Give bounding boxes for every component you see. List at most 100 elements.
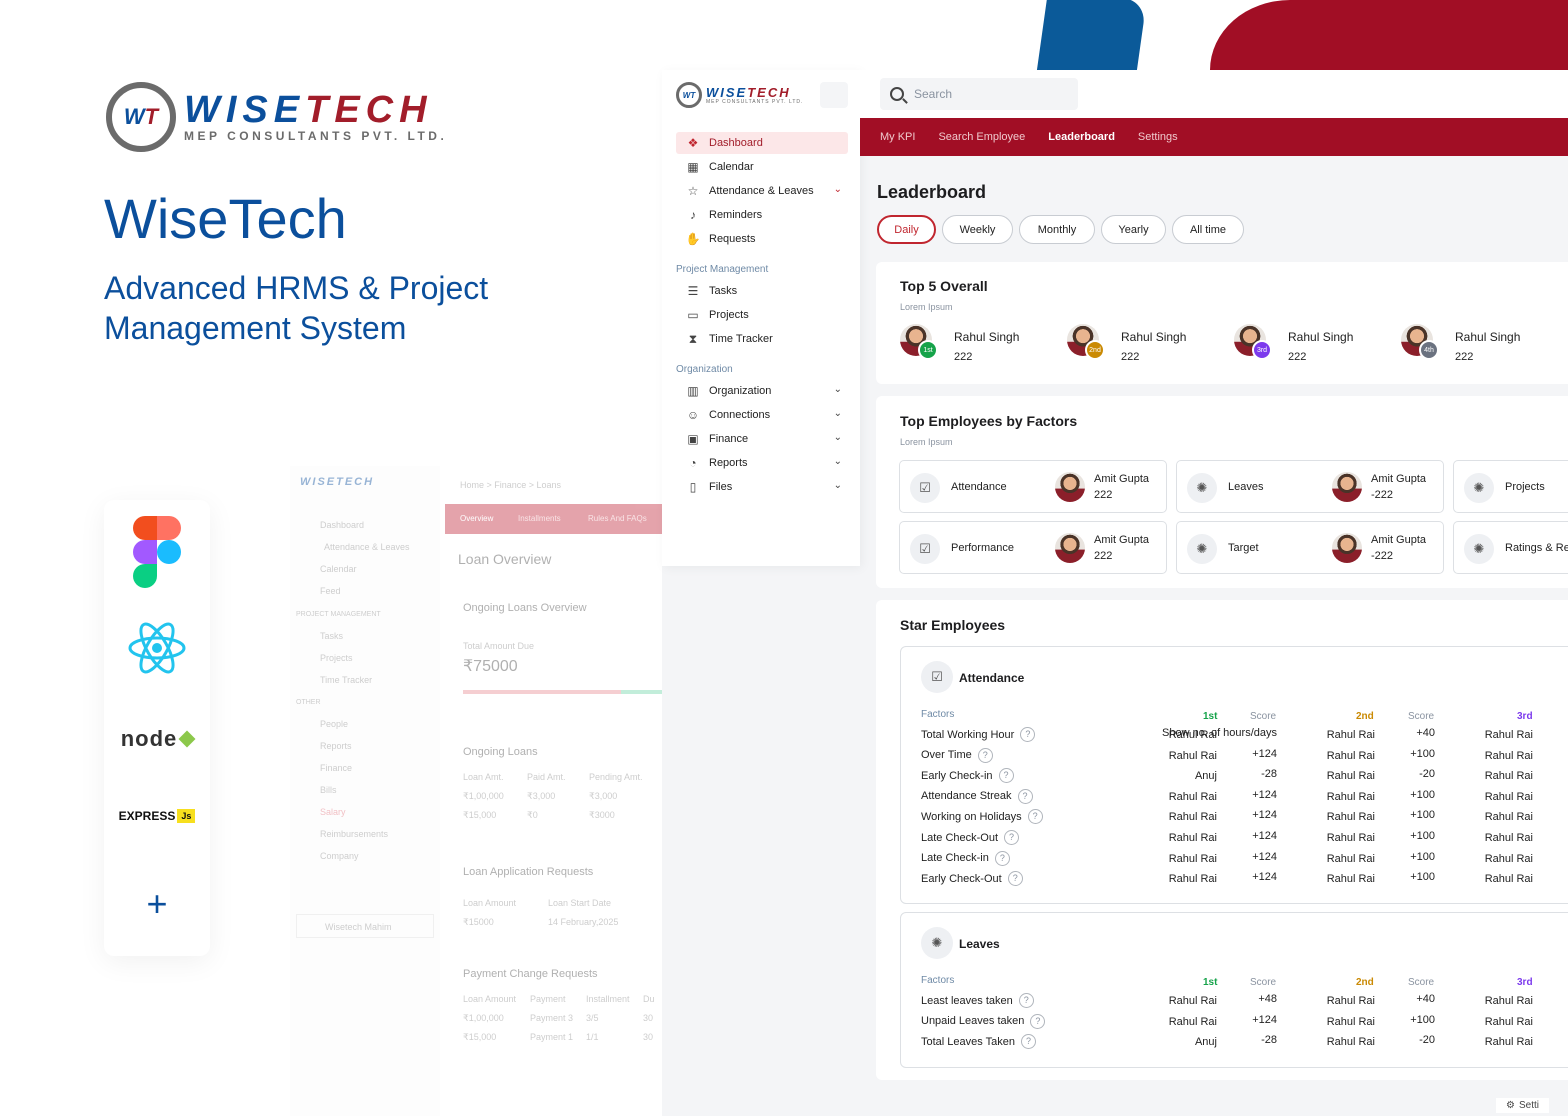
sidebar-item-reminders[interactable]: ♪ Reminders: [676, 204, 848, 226]
help-icon[interactable]: ?: [1027, 809, 1043, 825]
factor-label: Attendance: [951, 481, 1007, 493]
faded-card: Loan Application Requests Loan Amount Lo…: [445, 850, 662, 940]
factor-label: Attendance Streak: [921, 790, 1012, 803]
help-icon[interactable]: ?: [1030, 1013, 1046, 1029]
sidebar-item-attendance[interactable]: ☆ Attendance & Leaves ⌄: [676, 180, 848, 202]
chevron-down-icon[interactable]: ⌄: [833, 480, 842, 491]
first-place-name: Rahul Rai: [1168, 873, 1217, 886]
factor-name: Attendance Streak?: [921, 788, 1033, 804]
node-label: node: [120, 726, 178, 751]
sidebar-item-finance[interactable]: ▣ Finance ⌄: [676, 428, 848, 450]
top5-subtitle: Lorem Ipsum: [900, 302, 953, 312]
first-place-name: Rahul Rai: [1168, 811, 1217, 824]
second-place-score: +40: [1416, 727, 1435, 739]
help-icon[interactable]: ?: [1007, 871, 1023, 887]
faded-nav-item: Reimbursements: [320, 829, 389, 839]
deco-blue-shape: [1036, 0, 1148, 70]
faded-td: ₹15000: [463, 917, 494, 927]
help-icon[interactable]: ?: [1004, 830, 1020, 845]
sidebar-item-tasks[interactable]: ☰ Tasks: [676, 280, 848, 302]
faded-td: ₹1,00,000: [463, 791, 504, 801]
period-monthly[interactable]: Monthly: [1019, 215, 1095, 244]
nav-search-employee[interactable]: Search Employee: [938, 131, 1026, 143]
chevron-down-icon[interactable]: ⌄: [833, 408, 842, 419]
settings-tab[interactable]: ⚙ Setti: [1496, 1098, 1549, 1113]
factor-top-name: Amit Gupta: [1094, 473, 1150, 485]
plus-icon[interactable]: +: [146, 883, 168, 924]
nav-settings[interactable]: Settings: [1137, 131, 1178, 143]
gear-icon: ⚙: [1506, 1100, 1515, 1111]
col-score: Score: [1250, 977, 1277, 988]
sidebar-item-label: Calendar: [709, 161, 754, 173]
factor-name: Late Check-in?: [921, 850, 1010, 866]
logo-mark-icon: WT: [676, 82, 702, 108]
sidebar-item-requests[interactable]: ✋ Requests: [676, 228, 848, 250]
topbar: Search: [860, 70, 1568, 118]
factor-card-projects[interactable]: ✺ Projects: [1453, 460, 1568, 513]
factor-card-performance[interactable]: ☑ Performance Amit Gupta 222: [899, 521, 1167, 574]
faded-sidebar: WISETECH Dashboard Attendance & Leaves C…: [290, 466, 440, 1116]
faded-card: Ongoing Loans Loan Amt. Paid Amt. Pendin…: [445, 730, 662, 830]
factor-card-leaves[interactable]: ✺ Leaves Amit Gupta -222: [1176, 460, 1444, 513]
factor-name: Least leaves taken?: [921, 993, 1034, 1008]
sidebar-item-calendar[interactable]: ▦ Calendar: [676, 156, 848, 178]
first-place-score: +124: [1252, 1013, 1277, 1026]
faded-tab: Rules And FAQs: [588, 514, 647, 523]
col-3rd: 3rd: [1517, 977, 1533, 988]
help-icon[interactable]: ?: [1020, 1034, 1036, 1050]
chevron-down-icon[interactable]: ⌄: [833, 384, 842, 395]
sidebar-item-label: Organization: [709, 385, 772, 397]
chevron-down-icon[interactable]: ⌄: [833, 456, 842, 467]
help-icon[interactable]: ?: [1020, 727, 1036, 742]
chevron-down-icon[interactable]: ⌄: [833, 432, 842, 443]
col-score: Score: [1250, 711, 1277, 722]
nav-leaderboard[interactable]: Leaderboard: [1048, 131, 1115, 143]
sidebar-item-label: Time Tracker: [709, 333, 773, 345]
bug-icon: ✺: [1464, 473, 1494, 503]
rank-badge: 3rd: [1252, 340, 1272, 360]
second-place-score: +100: [1410, 850, 1435, 863]
sidebar-item-dashboard[interactable]: ❖ Dashboard: [676, 132, 848, 154]
help-icon[interactable]: ?: [998, 768, 1014, 784]
sidebar-item-time-tracker[interactable]: ⧗ Time Tracker: [676, 328, 848, 350]
sidebar-item-files[interactable]: ▯ Files ⌄: [676, 476, 848, 498]
second-place-name: Rahul Rai: [1326, 873, 1375, 886]
third-place-name: Rahul Rai: [1484, 729, 1533, 741]
first-place-name: Rahul Rai: [1168, 995, 1217, 1007]
sidebar-item-projects[interactable]: ▭ Projects: [676, 304, 848, 326]
entry-name: Rahul Singh: [1288, 330, 1354, 344]
factor-card-ratings[interactable]: ✺ Ratings & Re: [1453, 521, 1568, 574]
first-place-name: Rahul Rai: [1168, 832, 1217, 844]
factor-card-attendance[interactable]: ☑ Attendance Amit Gupta 222: [899, 460, 1167, 513]
factor-card-target[interactable]: ✺ Target Amit Gupta -222: [1176, 521, 1444, 574]
search-input[interactable]: Search: [880, 78, 1078, 110]
first-place-score: +48: [1258, 993, 1277, 1005]
sidebar-item-reports[interactable]: ◔ Reports ⌄: [676, 452, 848, 474]
second-place-name: Rahul Rai: [1326, 729, 1375, 741]
sidebar-item-organization[interactable]: ▥ Organization ⌄: [676, 380, 848, 402]
calendar-icon: ▦: [687, 160, 699, 174]
help-icon[interactable]: ?: [977, 747, 993, 763]
col-score: Score: [1408, 977, 1435, 988]
sidebar-item-connections[interactable]: ☺ Connections ⌄: [676, 404, 848, 426]
third-place-name: Rahul Rai: [1484, 995, 1533, 1007]
sidebar-collapse-button[interactable]: [820, 82, 848, 108]
faded-card: Ongoing Loans Overview Total Amount Due …: [445, 584, 662, 719]
help-icon[interactable]: ?: [1017, 788, 1033, 804]
sidebar-logo[interactable]: WT WISETECH MEP CONSULTANTS PVT. LTD.: [676, 82, 803, 108]
period-yearly[interactable]: Yearly: [1101, 215, 1166, 244]
second-place-name: Rahul Rai: [1326, 832, 1375, 844]
factor-top-value: -222: [1371, 489, 1394, 501]
second-place-score: +100: [1410, 871, 1435, 884]
faded-card-title: Ongoing Loans: [463, 746, 538, 758]
help-icon[interactable]: ?: [994, 850, 1010, 866]
nav-my-kpi[interactable]: My KPI: [880, 131, 916, 143]
period-weekly[interactable]: Weekly: [942, 215, 1013, 244]
second-place-name: Rahul Rai: [1326, 995, 1375, 1007]
chevron-down-icon[interactable]: ⌄: [833, 184, 842, 195]
period-daily[interactable]: Daily: [877, 215, 936, 244]
hero-title: WiseTech: [104, 187, 347, 250]
period-all-time[interactable]: All time: [1172, 215, 1244, 244]
help-icon[interactable]: ?: [1018, 993, 1034, 1008]
faded-tab: Installments: [518, 514, 561, 523]
